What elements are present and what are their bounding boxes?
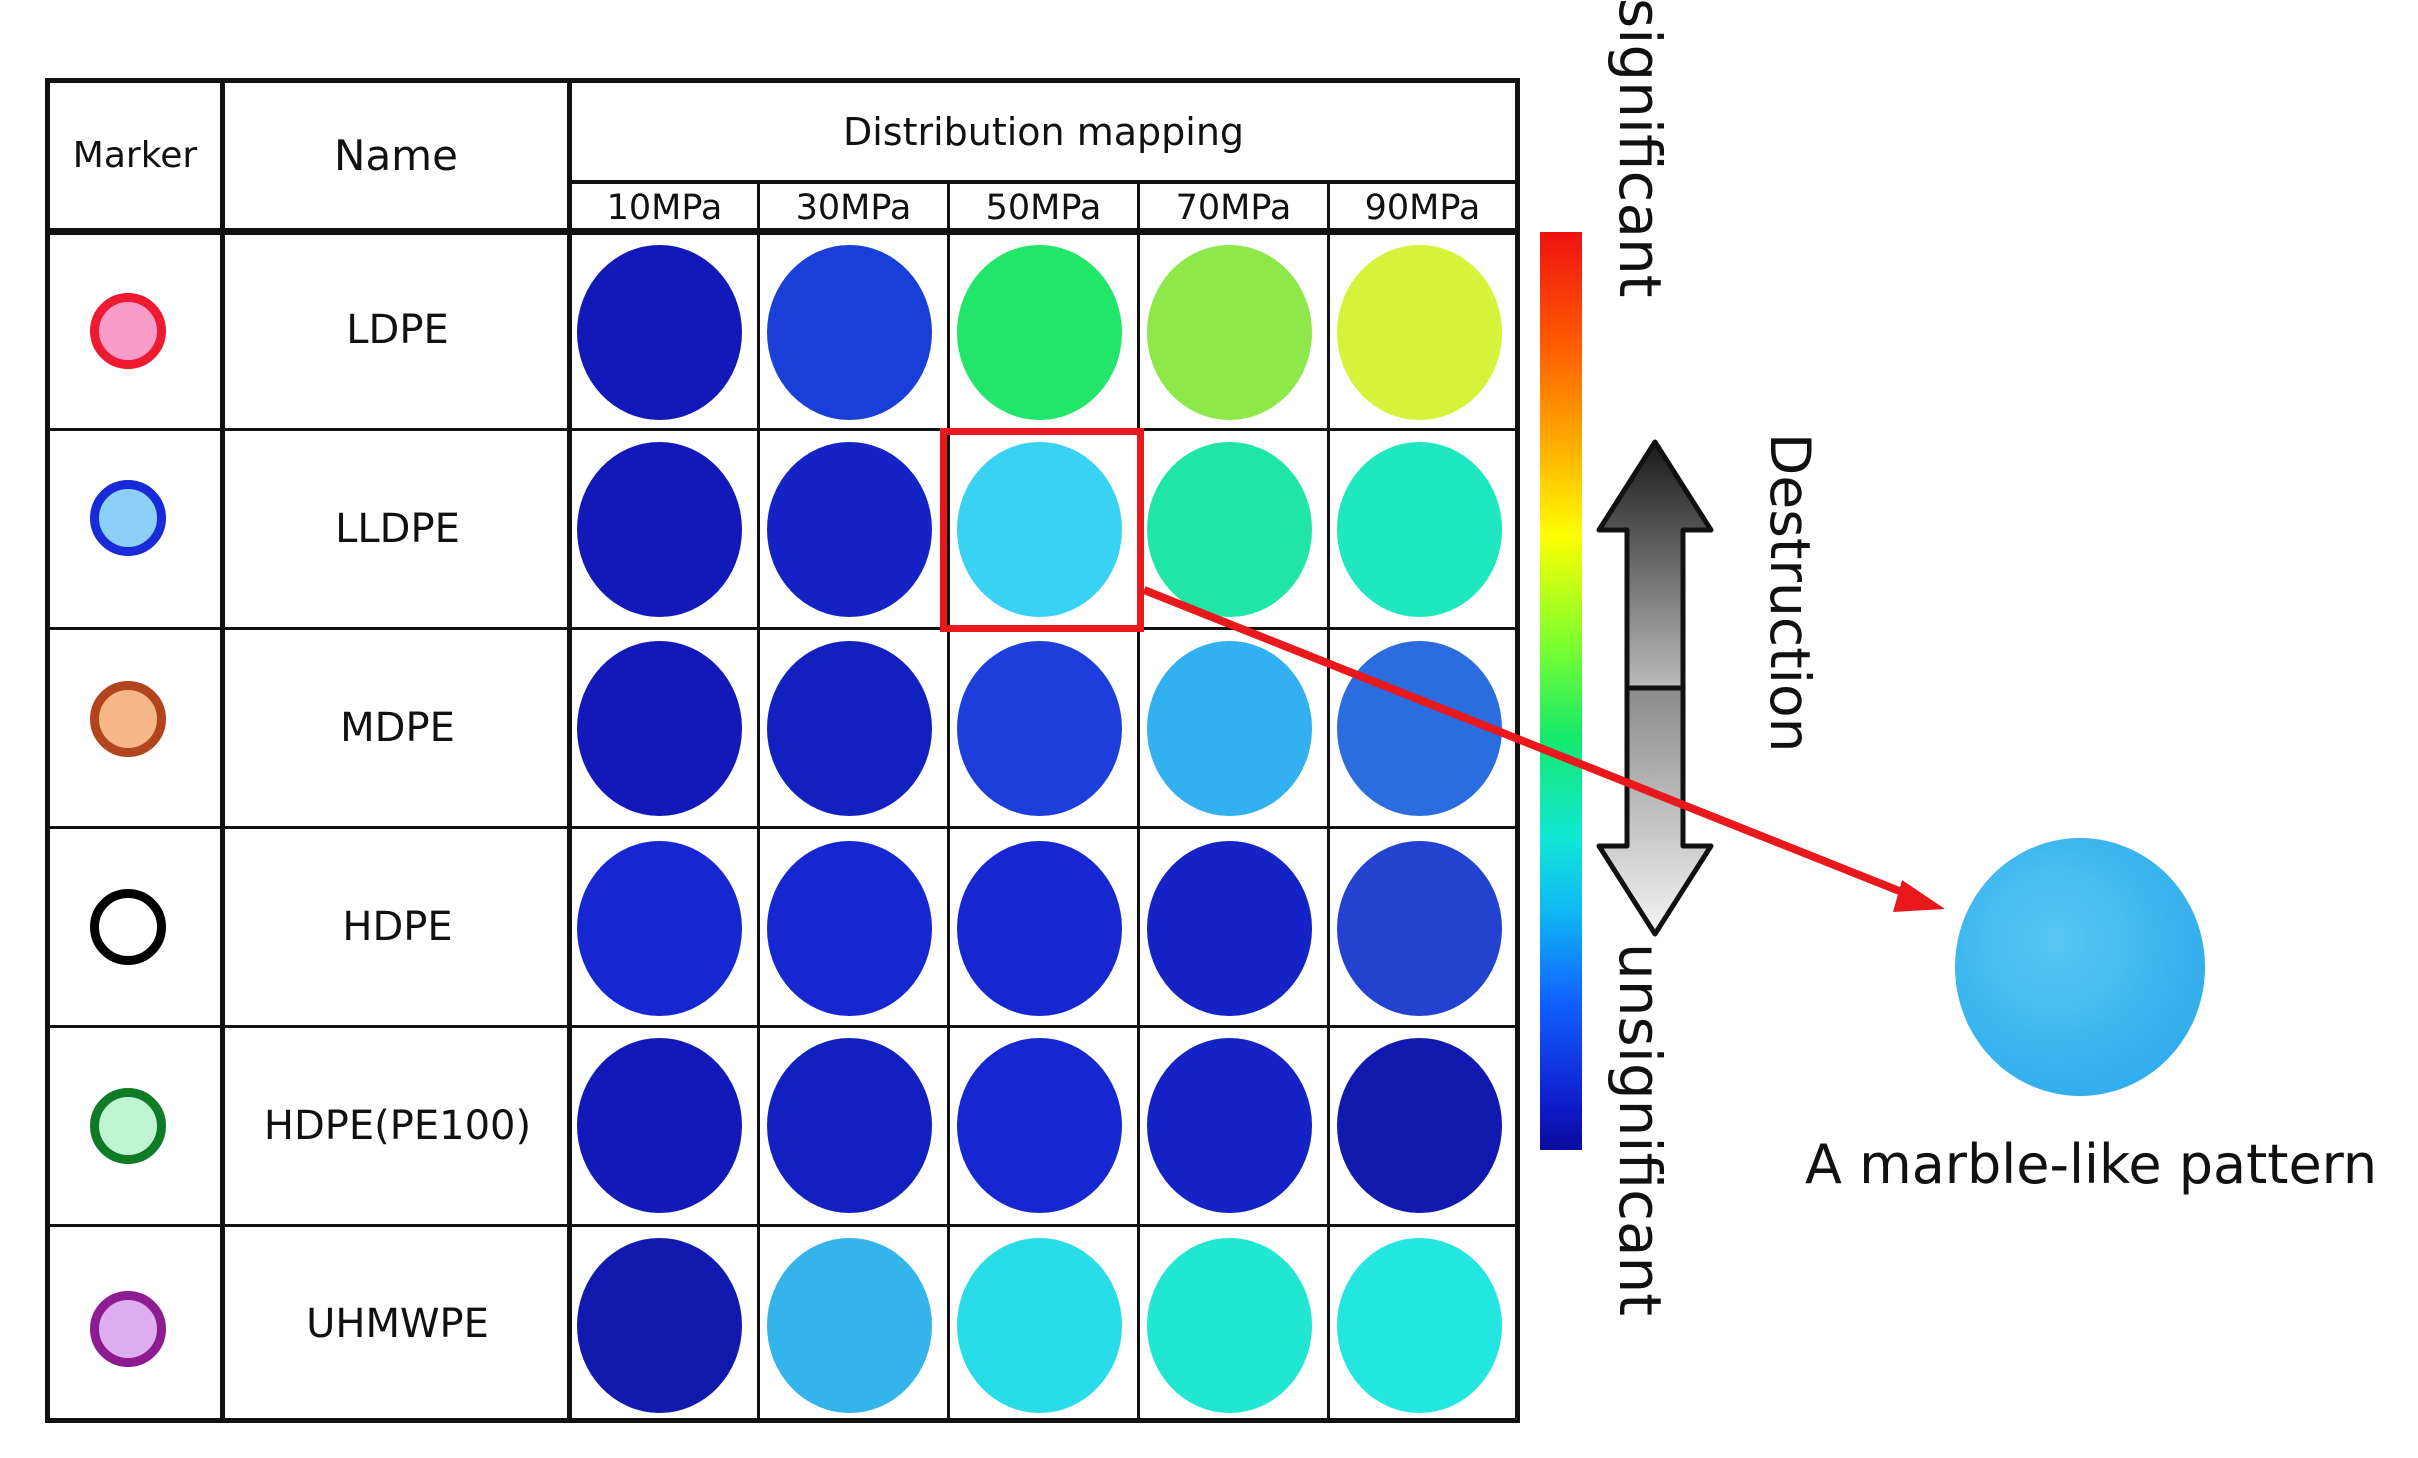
mapping-disc (957, 1038, 1122, 1213)
distribution-table (45, 78, 1520, 1423)
marker-header: Marker (72, 135, 198, 176)
mapping-disc (767, 1038, 932, 1213)
callout-caption: A marble-like pattern (1805, 1133, 2378, 1196)
mapping-disc (577, 442, 742, 617)
divider (45, 826, 1520, 829)
material-name: UHMWPE (306, 1301, 489, 1347)
divider (45, 428, 1520, 431)
material-name: MDPE (340, 705, 455, 751)
mapping-disc (1147, 1038, 1312, 1213)
divider (567, 78, 572, 1423)
mapping-disc (577, 1238, 742, 1413)
destruction-arrow-icon (1596, 439, 1714, 937)
mapping-disc (577, 841, 742, 1016)
pressure-header: 50MPa (985, 187, 1102, 228)
divider (567, 180, 1520, 184)
mapping-disc (1337, 245, 1502, 420)
distribution-mapping-header: Distribution mapping (842, 109, 1245, 154)
mapping-disc (1337, 1238, 1502, 1413)
mapping-disc (957, 442, 1122, 617)
material-name: HDPE (342, 904, 453, 950)
mapping-disc (577, 1038, 742, 1213)
uhmwpe-marker-icon (90, 1291, 166, 1367)
mdpe-marker-icon (90, 681, 166, 757)
divider (45, 627, 1520, 630)
mapping-disc (1147, 442, 1312, 617)
mapping-disc (1337, 442, 1502, 617)
pressure-header: 90MPa (1364, 187, 1481, 228)
lldpe-marker-icon (90, 480, 166, 556)
mapping-disc (1147, 641, 1312, 816)
colorbar (1540, 232, 1582, 1150)
mapping-disc (957, 1238, 1122, 1413)
divider (947, 183, 950, 1423)
divider (220, 78, 225, 1423)
pressure-header: 10MPa (606, 187, 723, 228)
mapping-disc (957, 641, 1122, 816)
mapping-disc (1337, 1038, 1502, 1213)
highlight-box (940, 428, 1144, 632)
material-name: LLDPE (335, 506, 460, 552)
mapping-disc (1337, 641, 1502, 816)
mapping-disc (577, 641, 742, 816)
divider (45, 1025, 1520, 1028)
mapping-disc (577, 245, 742, 420)
material-name: LDPE (346, 306, 449, 353)
zoomed-marble-disc (1955, 838, 2205, 1096)
divider (1137, 183, 1140, 1423)
pressure-header: 30MPa (795, 187, 912, 228)
mapping-disc (957, 841, 1122, 1016)
mapping-disc (767, 245, 932, 420)
mapping-disc (767, 841, 932, 1016)
ldpe-marker-icon (90, 293, 166, 369)
mapping-disc (767, 442, 932, 617)
mapping-disc (767, 1238, 932, 1413)
hdpe-marker-icon (90, 889, 166, 965)
material-name: HDPE(PE100) (263, 1103, 532, 1149)
divider (1327, 183, 1330, 1423)
pressure-header: 70MPa (1175, 187, 1292, 228)
mapping-disc (767, 641, 932, 816)
mapping-disc (957, 245, 1122, 420)
divider (757, 183, 760, 1423)
mapping-disc (1337, 841, 1502, 1016)
divider (45, 228, 1520, 235)
name-header: Name (334, 131, 458, 180)
divider (45, 1224, 1520, 1227)
mapping-disc (1147, 245, 1312, 420)
mapping-disc (1147, 1238, 1312, 1413)
mapping-disc (1147, 841, 1312, 1016)
hdpe-pe100-marker-icon (90, 1088, 166, 1164)
